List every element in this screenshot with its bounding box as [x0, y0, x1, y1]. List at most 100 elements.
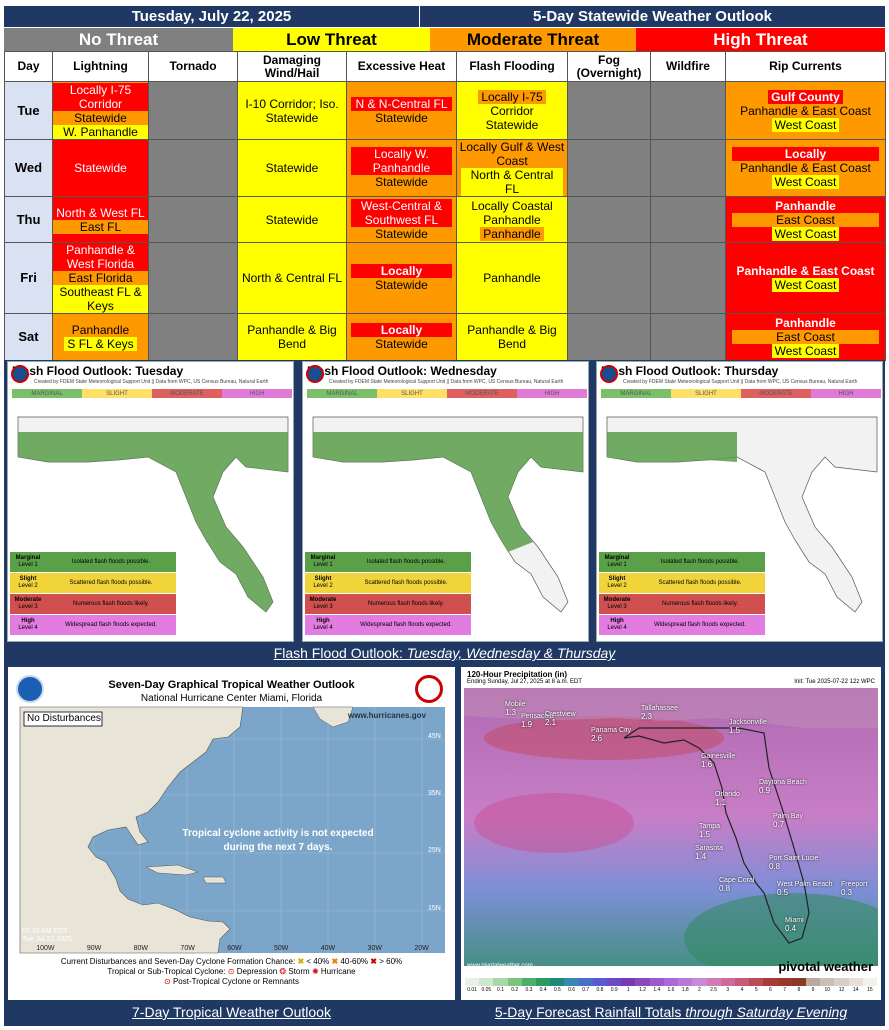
tue-flood-mod: Locally I-75 — [478, 89, 546, 104]
rain-band-atlantic — [684, 893, 878, 976]
day-fri: Fri — [5, 243, 53, 314]
rain-city-value-0: 1.3 — [505, 708, 517, 717]
tue-legend-desc-3: Numerous flash floods likely. — [46, 594, 176, 614]
tue-heat-high: N & N-Central FL — [351, 96, 452, 111]
rain-city-value-11: 1.4 — [695, 852, 707, 861]
tue-lightning: Locally I-75 Corridor Statewide W. Panha… — [53, 82, 149, 140]
rain-city-value-8: 1.1 — [715, 798, 727, 807]
lon-80w: 80W — [133, 945, 149, 952]
thu-rip-low: West Coast — [771, 226, 840, 241]
tue-rip-low: West Coast — [771, 117, 840, 132]
wed-legend-row-1: Marginal Level 1 Isolated flash floods pos… — [305, 552, 471, 572]
fri-heat-mod: Statewide — [375, 278, 428, 292]
legend-low-chance: < 40% — [306, 957, 330, 966]
lat-35n: 35N — [428, 790, 441, 797]
rain-scale-swatch-19 — [734, 978, 750, 986]
col-rip: Rip Currents — [726, 52, 886, 82]
nws-logo — [415, 675, 443, 703]
sat-lightning-mod: Panhandle — [71, 323, 130, 337]
sat-wind-text: Panhandle & Big Bend — [247, 323, 337, 351]
rain-scale-label-9: 0.8 — [596, 987, 604, 993]
fri-lightning-low: Southeast FL & Keys — [53, 285, 148, 313]
thu-legend-desc-1: Isolated flash floods possible. — [635, 552, 765, 572]
tue-wind: I-10 Corridor; Iso. Statewide — [238, 82, 347, 140]
wed-level-bar-1: MARGINAL — [307, 389, 377, 398]
thu-level-bar-2: SLIGHT — [671, 389, 741, 398]
tue-fog — [568, 82, 651, 140]
rain-scale-swatch-0 — [465, 978, 480, 986]
rain-city-value-5: 1.5 — [729, 726, 741, 735]
sat-rip-mod: East Coast — [732, 330, 879, 344]
sat-lightning: Panhandle S FL & Keys — [53, 314, 149, 361]
legend-storm: Storm — [288, 967, 310, 976]
thu-wildfire — [651, 197, 726, 243]
rain-city-value-15: 0.3 — [841, 888, 853, 897]
thu-legend-key-1: Marginal Level 1 — [599, 552, 635, 572]
fri-flood-text: Panhandle — [483, 271, 541, 285]
rain-scale-swatch-14 — [663, 978, 679, 986]
rain-city-2: Crestview 2.1 — [545, 711, 576, 727]
tue-level-bar-3: MODERATE — [152, 389, 222, 398]
tue-flood: Locally I-75 Corridor Statewide — [457, 82, 568, 140]
lon-labels: 100W 90W 80W 70W 60W 50W 40W 30W 20W — [20, 945, 445, 952]
sat-wildfire — [651, 314, 726, 361]
lat-15n: 15N — [428, 905, 441, 912]
rain-city-value-3: 2.3 — [641, 712, 653, 721]
rain-scale-swatch-5 — [536, 978, 551, 986]
thu-marginal-area — [607, 432, 737, 462]
wed-legend-key-3: Moderate Level 3 — [305, 594, 341, 614]
rain-band-panhandle — [484, 716, 724, 760]
fri-lightning-high: Panhandle & West Florida — [66, 243, 135, 271]
wed-rip-high: Locally — [732, 147, 879, 161]
legend-moderate-threat: Moderate Threat — [430, 28, 636, 51]
rain-city-15: Freeport 0.3 — [841, 881, 867, 897]
rain-scale-label-21: 6 — [769, 987, 772, 993]
wed-flood-svg — [312, 416, 584, 613]
rain-city-name-12: Port Saint Lucie — [769, 855, 819, 862]
thu-lightning: North & West FL East FL — [53, 197, 149, 243]
tue-legend-row-3: Moderate Level 3 Numerous flash floods lik… — [10, 594, 176, 614]
rain-city-3: Tallahassee 2.3 — [641, 705, 678, 721]
wed-level-bar-2: SLIGHT — [377, 389, 447, 398]
wed-rip: Locally Panhandle & East Coast West Coas… — [726, 140, 886, 197]
wed-level-bar-3: MODERATE — [447, 389, 517, 398]
hispaniola — [202, 876, 227, 884]
fri-rip: Panhandle & East Coast West Coast — [726, 243, 886, 314]
rain-scale-label-28: 15 — [867, 987, 873, 993]
day-sat: Sat — [5, 314, 53, 361]
tue-legend-row-2: Slight Level 2 Scattered flash floods poss… — [10, 573, 176, 593]
rain-scale-swatch-24 — [805, 978, 821, 986]
no-disturbances-box — [23, 711, 103, 727]
rain-scale-swatch-10 — [607, 978, 622, 986]
rain-city-name-8: Orlando — [715, 791, 740, 798]
sat-heat-high: Locally — [351, 323, 452, 337]
day-thu: Thu — [5, 197, 53, 243]
rain-scale-swatch-11 — [621, 978, 636, 986]
rain-map-svg — [464, 688, 878, 976]
north-america-land — [19, 706, 244, 954]
tue-legend-key-3: Moderate Level 3 — [10, 594, 46, 614]
flood-map-tuesday: Flash Flood Outlook: Tuesday Created by F… — [7, 361, 294, 642]
rain-scale-swatch-2 — [493, 978, 508, 986]
wed-rip-low: West Coast — [771, 175, 840, 189]
rain-scale-label-16: 2 — [698, 987, 701, 993]
tropical-subtitle: National Hurricane Center Miami, Florida — [140, 693, 323, 704]
rain-title: 120-Hour Precipitation (in) — [467, 670, 568, 679]
rain-city-value-16: 0.4 — [785, 924, 797, 933]
thu-fog — [568, 197, 651, 243]
thu-legend-desc-4: Widespread flash floods expected. — [635, 615, 765, 635]
fri-flood: Panhandle — [457, 243, 568, 314]
tropical-message-line1: Tropical cyclone activity is not expecte… — [182, 828, 374, 839]
rain-scale-swatch-6 — [550, 978, 565, 986]
wed-heat: Locally W. Panhandle Statewide — [347, 140, 457, 197]
thu-legend-desc-2: Scattered flash floods possible. — [635, 573, 765, 593]
rain-scale-swatch-18 — [720, 978, 735, 986]
noaa-logo — [16, 675, 44, 703]
fri-heat-high: Locally — [351, 264, 452, 278]
rain-scale-label-25: 10 — [824, 987, 831, 993]
wed-fdem-logo — [306, 365, 324, 383]
rain-city-8: Orlando 1.1 — [715, 791, 740, 807]
thu-fdem-logo — [600, 365, 618, 383]
rain-scale-swatch-4 — [521, 978, 537, 986]
florida-outline — [623, 727, 810, 944]
